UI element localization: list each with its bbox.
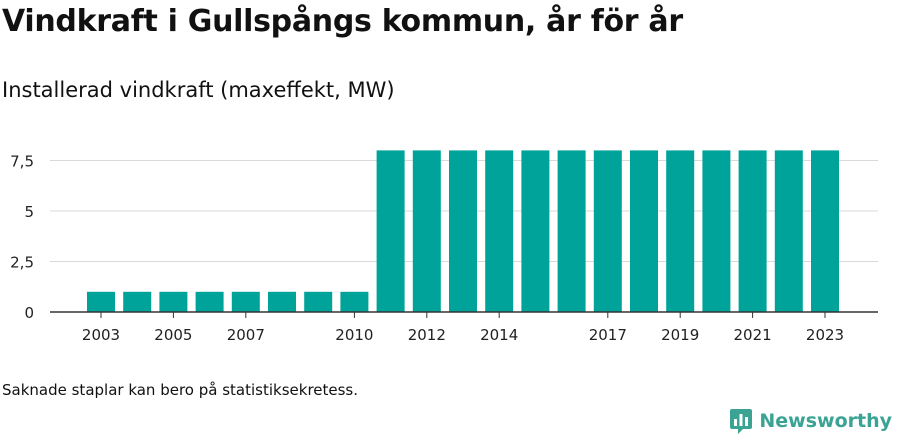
bar [485,150,514,312]
x-tick-label: 2005 [154,326,192,344]
x-tick-label: 2019 [661,326,699,344]
footnote: Saknade staplar kan bero på statistiksek… [2,381,359,399]
x-tick-label: 2023 [806,326,844,344]
x-tick-label: 2007 [227,326,265,344]
y-tick-label: 0 [24,304,34,322]
bar [268,291,296,312]
brand-name: Newsworthy [759,410,892,432]
x-tick-label: 2010 [335,326,373,344]
y-tick-label: 2,5 [10,254,34,272]
chart-subtitle: Installerad vindkraft (maxeffekt, MW) [2,78,395,102]
bar [195,291,224,312]
bar [630,150,658,312]
bar [738,150,767,312]
bar [159,291,188,312]
x-tick-label: 2003 [82,326,120,344]
bar-chart: 0 2,5 5 7,5 2003 2005 2007 2010 2012 2014 2017 2019… [10,150,878,344]
bar [449,150,477,312]
newsworthy-logo-icon [730,409,753,434]
x-tick-label: 2017 [589,326,627,344]
chart-title: Vindkraft i Gullspångs kommun, år för år [2,4,683,39]
bar [811,150,839,312]
bar [340,291,369,312]
bar [123,291,152,312]
y-tick-label: 7,5 [10,153,34,171]
bar [774,150,803,312]
y-tick-label: 5 [24,203,34,221]
bar [231,291,260,312]
bar [521,150,550,312]
x-tick-label: 2012 [408,326,446,344]
newsworthy-brand[interactable]: Newsworthy [729,407,892,435]
bar [702,150,731,312]
bar [87,291,115,312]
x-tick-label: 2021 [734,326,772,344]
bar [593,150,622,312]
bar [557,150,586,312]
x-tick-label: 2014 [480,326,518,344]
bar [304,291,333,312]
bar [666,150,695,312]
bar [376,150,405,312]
bar [412,150,441,312]
